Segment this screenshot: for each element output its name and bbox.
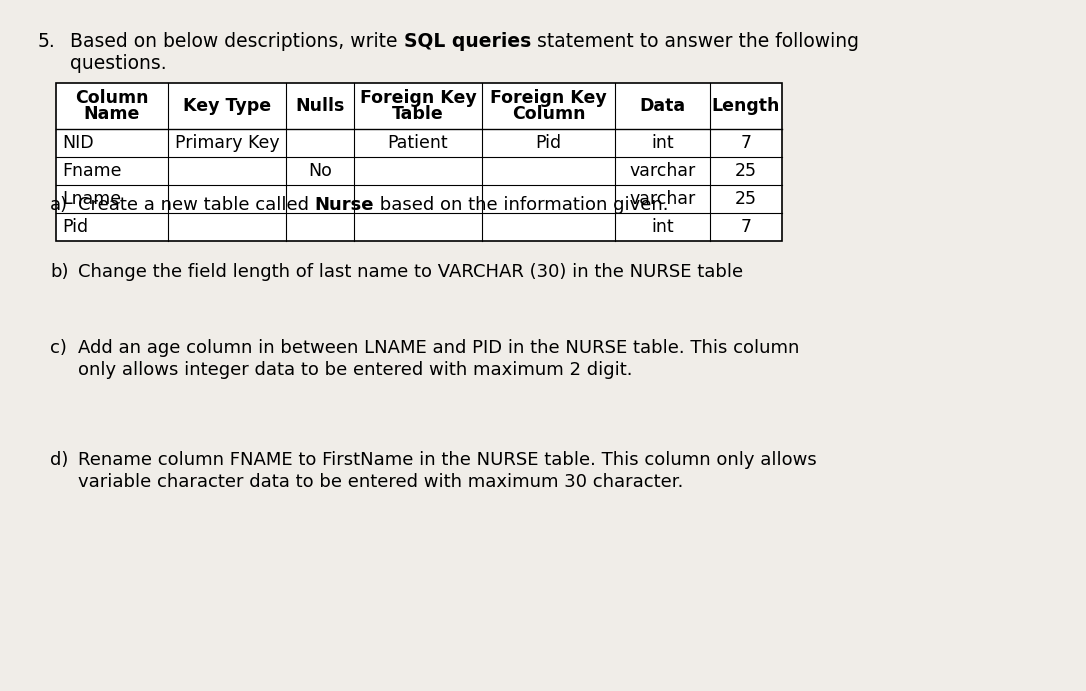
Text: varchar: varchar (630, 190, 696, 208)
Text: Add an age column in between LNAME and PID in the NURSE table. This column: Add an age column in between LNAME and P… (78, 339, 799, 357)
Text: Rename column FNAME to FirstName in the NURSE table. This column only allows: Rename column FNAME to FirstName in the … (78, 451, 817, 469)
Text: 7: 7 (741, 134, 752, 152)
Text: Change the field length of last name to VARCHAR (30) in the NURSE table: Change the field length of last name to … (78, 263, 743, 281)
Text: only allows integer data to be entered with maximum 2 digit.: only allows integer data to be entered w… (78, 361, 632, 379)
Text: Data: Data (640, 97, 685, 115)
Text: questions.: questions. (70, 54, 166, 73)
Text: Foreign Key: Foreign Key (490, 89, 607, 107)
Text: Column: Column (512, 105, 585, 123)
Text: Name: Name (84, 105, 140, 123)
Text: SQL queries: SQL queries (404, 32, 531, 51)
Text: int: int (652, 134, 673, 152)
Text: Fname: Fname (62, 162, 122, 180)
Text: 5.: 5. (38, 32, 55, 51)
Text: 25: 25 (735, 190, 757, 208)
Text: Nurse: Nurse (315, 196, 375, 214)
Text: varchar: varchar (630, 162, 696, 180)
Text: statement to answer the following: statement to answer the following (531, 32, 859, 51)
Text: Key Type: Key Type (182, 97, 272, 115)
Text: c): c) (50, 339, 67, 357)
Text: Pid: Pid (535, 134, 561, 152)
Text: Lname: Lname (62, 190, 122, 208)
Text: NID: NID (62, 134, 93, 152)
Text: Create a new table called: Create a new table called (78, 196, 315, 214)
Text: a): a) (50, 196, 68, 214)
Text: Based on below descriptions, write: Based on below descriptions, write (70, 32, 404, 51)
Text: int: int (652, 218, 673, 236)
Text: Patient: Patient (388, 134, 449, 152)
Text: Nulls: Nulls (295, 97, 344, 115)
Text: 7: 7 (741, 218, 752, 236)
Text: Length: Length (711, 97, 780, 115)
Text: Foreign Key: Foreign Key (359, 89, 477, 107)
Text: No: No (308, 162, 332, 180)
Text: variable character data to be entered with maximum 30 character.: variable character data to be entered wi… (78, 473, 683, 491)
Text: 25: 25 (735, 162, 757, 180)
Text: Pid: Pid (62, 218, 88, 236)
Text: Table: Table (392, 105, 444, 123)
Text: b): b) (50, 263, 68, 281)
Text: Column: Column (75, 89, 149, 107)
Text: based on the information given.: based on the information given. (375, 196, 669, 214)
Text: d): d) (50, 451, 68, 469)
Text: Primary Key: Primary Key (175, 134, 279, 152)
Bar (56, 83, 782, 241)
